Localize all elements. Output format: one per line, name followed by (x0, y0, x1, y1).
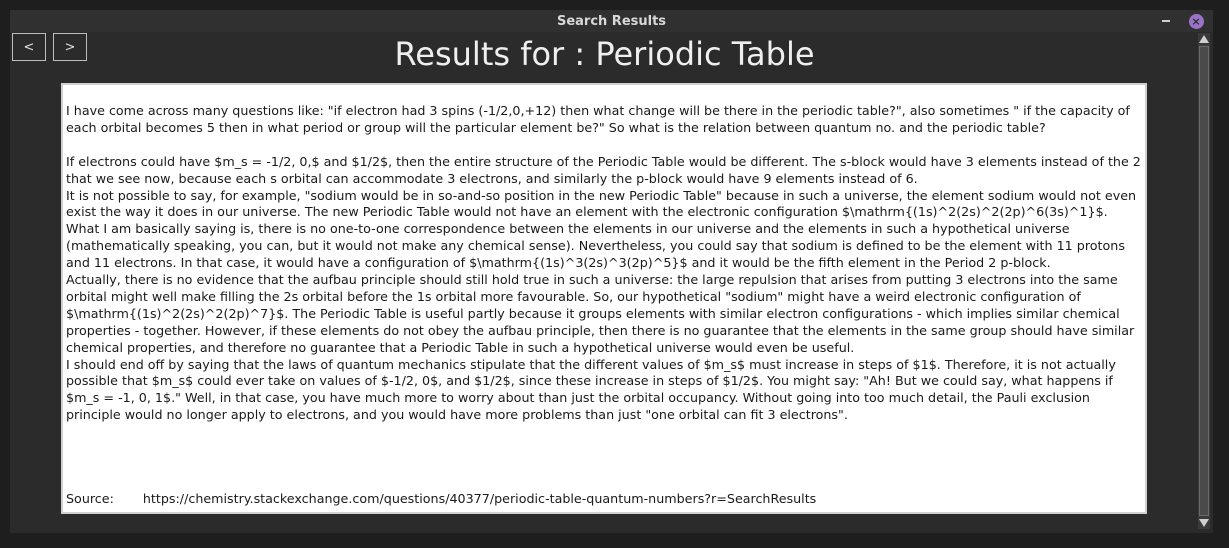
result-content[interactable]: I have come across many questions like: … (61, 83, 1147, 514)
scroll-down-button[interactable] (1198, 517, 1210, 529)
source-line: Source: https://chemistry.stackexchange.c… (66, 491, 816, 508)
answer-paragraph: I should end off by saying that the laws… (66, 356, 1116, 423)
scroll-thumb[interactable] (1199, 46, 1209, 516)
answer-paragraph: It is not possible to say, for example, … (66, 187, 1137, 271)
forward-button[interactable]: > (53, 33, 87, 61)
title-bar: Search Results × (10, 10, 1213, 32)
vertical-scrollbar[interactable] (1198, 33, 1210, 529)
source-link[interactable]: https://chemistry.stackexchange.com/ques… (142, 491, 817, 507)
minimize-icon (1162, 20, 1170, 22)
arrow-down-icon (1199, 519, 1209, 527)
question-text: I have come across many questions like: … (66, 103, 1130, 135)
answer-paragraph: If electrons could have $m_s = -1/2, 0,$… (66, 153, 1141, 186)
source-label: Source: (66, 491, 114, 507)
answer-paragraph: Actually, there is no evidence that the … (66, 272, 1135, 355)
close-button[interactable]: × (1187, 12, 1205, 30)
window-title: Search Results (556, 13, 667, 29)
minimize-button[interactable] (1157, 12, 1175, 30)
page-title: Results for : Periodic Table (394, 35, 815, 73)
arrow-up-icon (1199, 35, 1209, 43)
scroll-up-button[interactable] (1198, 33, 1210, 45)
back-button[interactable]: < (12, 33, 46, 61)
search-results-window: Search Results × < > Results for : Perio… (10, 10, 1213, 533)
close-icon: × (1188, 13, 1204, 29)
